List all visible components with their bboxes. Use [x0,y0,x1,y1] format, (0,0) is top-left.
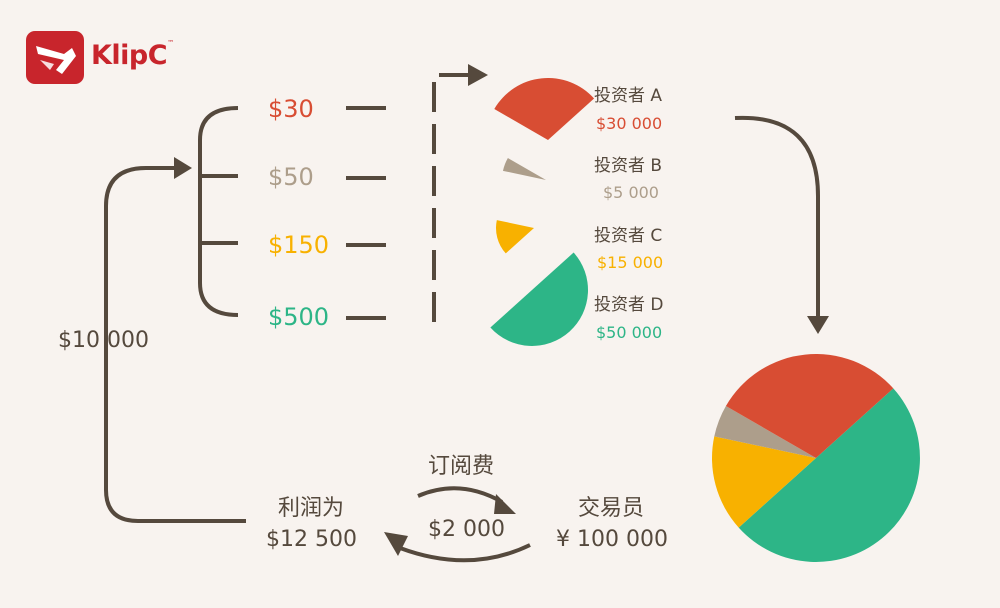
investor-wedge-a [494,78,595,140]
investor-a-name: 投资者 A [594,86,663,106]
pie-slice-c [711,436,816,528]
investor-d-value: $50 000 [596,323,663,342]
investor-b-name: 投资者 B [594,156,663,176]
trader-value: ¥ 100 000 [556,527,668,552]
investor-wedges [490,78,595,347]
trader-to-profit-arrow [399,543,531,563]
pie-slice-a [725,353,894,458]
amount-dashes [346,106,386,320]
amount-label-3: $150 [268,231,330,259]
investor-wedge-c [495,220,534,254]
investor-b-value: $5 000 [603,183,659,202]
investors-to-pool-arrow [734,115,820,318]
trader-to-profit-arrow-head [384,532,408,556]
amount-label-4: $500 [268,303,330,331]
klipc-logo-text: KlipC [91,40,168,71]
profit-to-trader-arrow-head [494,494,516,514]
investor-c-name: 投资者 C [594,226,663,246]
pie-slice-b [714,406,816,458]
amount-label-1: $30 [268,95,314,123]
loop-arrow-head [174,157,192,179]
profit-label: 利润为 [278,496,345,521]
pie-slice-d [738,388,920,562]
klipc-logo-icon [26,31,84,84]
fee-label: 订阅费 [428,454,495,479]
investor-wedge-b [502,158,546,180]
fee-value: $2 000 [428,517,505,542]
investor-d-name: 投资者 D [594,295,664,315]
trader-label: 交易员 [578,496,645,521]
investor-c-value: $15 000 [597,253,664,272]
investor-wedge-d [490,252,589,347]
amount-label-2: $50 [268,163,314,191]
distribution-dashed-line [432,73,470,322]
trademark-mark: ™ [167,39,174,47]
distribution-arrow-head [468,64,488,86]
amount-bracket [198,106,239,317]
investment-pool-pie [711,353,920,562]
klipc-logo: KlipC™ [91,39,174,71]
investors-to-pool-arrow-head [807,316,829,334]
bracket-ticks [200,174,238,245]
loop-arrow [104,166,246,523]
profit-to-trader-arrow [417,486,503,504]
investor-a-value: $30 000 [596,114,663,133]
loop-amount-label: $10 000 [58,328,149,353]
profit-value: $12 500 [266,527,357,552]
